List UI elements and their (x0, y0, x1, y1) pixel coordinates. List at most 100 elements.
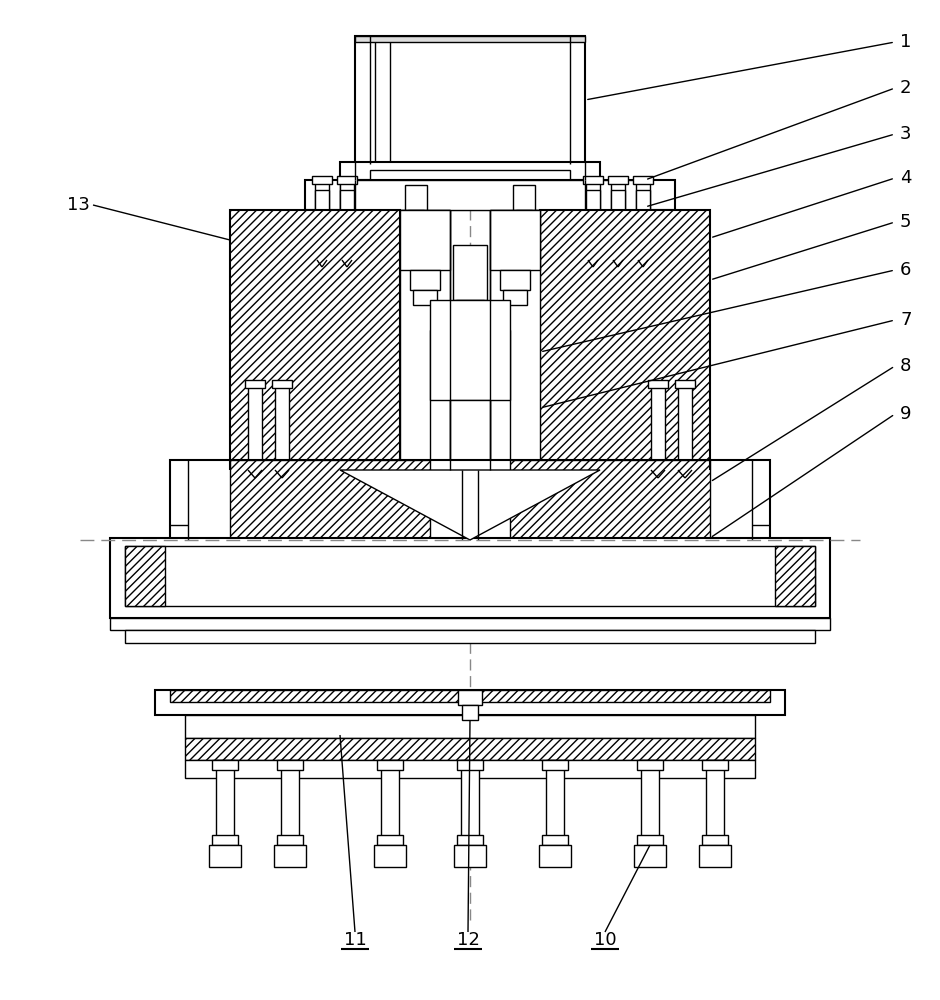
Bar (430, 300, 510, 400)
Bar (651, 385, 665, 470)
Bar (185, 738, 755, 760)
Bar (638, 210, 648, 260)
Bar (542, 760, 568, 770)
Bar (377, 835, 403, 845)
Bar (155, 690, 785, 715)
Bar (370, 170, 570, 180)
Bar (636, 180, 650, 210)
Bar (355, 36, 585, 164)
Bar (513, 185, 535, 210)
Bar (408, 210, 424, 227)
Bar (413, 290, 437, 305)
Bar (245, 380, 265, 388)
Bar (462, 705, 478, 720)
Bar (540, 210, 710, 470)
Bar (340, 190, 354, 210)
Bar (608, 176, 628, 184)
Bar (340, 180, 640, 210)
Bar (490, 330, 510, 470)
Bar (516, 210, 532, 227)
Bar (457, 835, 483, 845)
Bar (636, 190, 650, 210)
Bar (110, 618, 830, 630)
Bar (381, 760, 399, 845)
Text: 8: 8 (900, 357, 912, 375)
Bar (212, 835, 238, 845)
Text: 13: 13 (67, 196, 89, 214)
Text: 3: 3 (900, 125, 912, 143)
Bar (461, 760, 479, 845)
Bar (611, 180, 625, 210)
Bar (305, 180, 675, 210)
Bar (510, 460, 710, 540)
Bar (586, 180, 600, 210)
Bar (641, 760, 659, 845)
Text: 4: 4 (900, 169, 912, 187)
Bar (633, 176, 653, 184)
Text: 1: 1 (900, 33, 912, 51)
Bar (430, 330, 450, 470)
Text: 7: 7 (900, 311, 912, 329)
Bar (377, 760, 403, 770)
Bar (611, 190, 625, 210)
Bar (503, 290, 527, 305)
Bar (281, 760, 299, 845)
Bar (699, 845, 731, 867)
Bar (678, 385, 692, 470)
Bar (542, 835, 568, 845)
Text: 6: 6 (900, 261, 912, 279)
Bar (337, 176, 357, 184)
Bar (355, 36, 585, 42)
Bar (110, 538, 830, 618)
Bar (340, 180, 354, 210)
Bar (450, 400, 490, 470)
Bar (277, 760, 303, 770)
Bar (458, 690, 482, 705)
Polygon shape (340, 470, 600, 540)
Bar (400, 210, 450, 270)
Bar (634, 845, 666, 867)
Bar (230, 460, 430, 540)
Bar (317, 210, 327, 260)
Bar (583, 176, 603, 184)
Bar (342, 210, 352, 260)
Bar (315, 190, 329, 210)
Bar (230, 210, 400, 470)
Bar (454, 845, 486, 867)
Bar (274, 845, 306, 867)
Bar (539, 845, 571, 867)
Bar (125, 630, 815, 643)
Bar (613, 210, 623, 260)
Bar (275, 385, 289, 470)
Text: 12: 12 (457, 931, 479, 949)
Bar (637, 835, 663, 845)
Bar (272, 380, 292, 388)
Bar (637, 760, 663, 770)
Text: 10: 10 (594, 931, 617, 949)
Bar (374, 845, 406, 867)
Bar (456, 300, 484, 332)
Text: 11: 11 (344, 931, 367, 949)
Bar (185, 715, 755, 738)
Bar (170, 690, 770, 702)
Text: 9: 9 (900, 405, 912, 423)
Text: 2: 2 (900, 79, 912, 97)
Bar (675, 380, 695, 388)
Bar (340, 162, 600, 180)
Bar (453, 245, 487, 300)
Bar (125, 546, 165, 606)
Bar (209, 845, 241, 867)
Bar (457, 760, 483, 770)
Bar (410, 270, 440, 290)
Bar (775, 546, 815, 606)
Bar (500, 270, 530, 290)
Bar (648, 380, 668, 388)
Bar (312, 176, 332, 184)
Bar (212, 760, 238, 770)
Bar (277, 835, 303, 845)
Bar (315, 180, 329, 210)
Bar (248, 385, 262, 470)
Text: 5: 5 (900, 213, 912, 231)
Bar (702, 835, 728, 845)
Bar (702, 760, 728, 770)
